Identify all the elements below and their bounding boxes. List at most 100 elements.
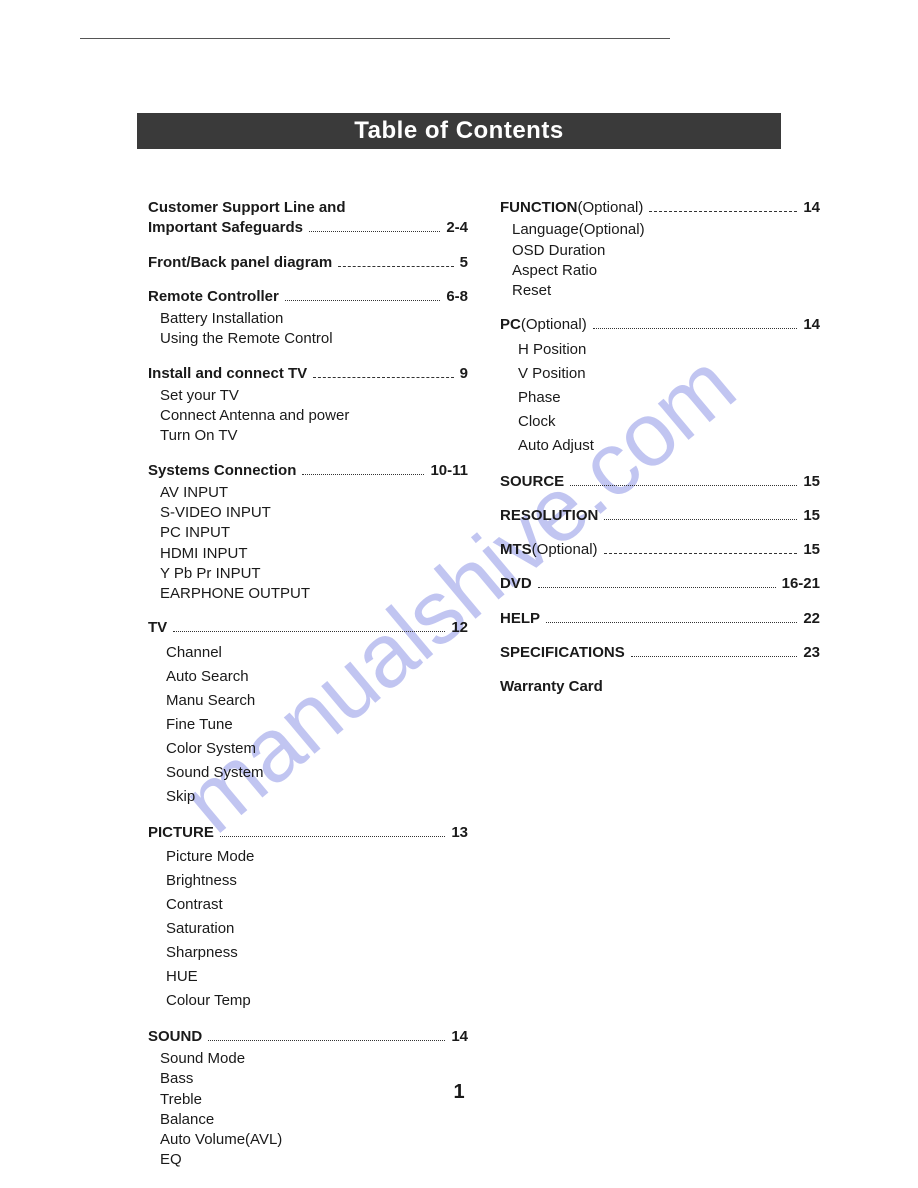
toc-right-column: FUNCTION (Optional) 14Language(Optional)O…: [500, 198, 820, 711]
toc-items: AV INPUTS-VIDEO INPUTPC INPUTHDMI INPUTY…: [148, 483, 468, 605]
toc-section-header: SPECIFICATIONS23: [500, 643, 820, 663]
toc-optional-label: (Optional): [532, 540, 598, 560]
toc-item: Battery Installation: [160, 309, 468, 329]
toc-section: PICTURE 13Picture ModeBrightnessContrastS…: [148, 823, 468, 1013]
toc-section-header: Remote Controller 6-8: [148, 287, 468, 307]
toc-leader: [173, 631, 445, 632]
toc-page: 10-11: [430, 461, 468, 481]
toc-page: 15: [803, 540, 820, 560]
toc-item: Auto Volume(AVL): [160, 1130, 468, 1150]
toc-section: PC (Optional)14H PositionV PositionPhase…: [500, 315, 820, 457]
toc-section-title: PICTURE: [148, 823, 214, 843]
toc-section-header: MTS (Optional) 15: [500, 540, 820, 560]
toc-page: 9: [460, 364, 468, 384]
toc-section-title: Warranty Card: [500, 677, 603, 697]
toc-section: MTS (Optional) 15: [500, 540, 820, 560]
toc-item: Balance: [160, 1110, 468, 1130]
toc-optional-label: (Optional): [578, 198, 644, 218]
toc-section: RESOLUTION15: [500, 506, 820, 526]
toc-leader: [302, 474, 424, 475]
toc-item: PC INPUT: [160, 523, 468, 543]
toc-section: Warranty Card: [500, 677, 820, 697]
toc-section: Install and connect TV 9Set your TVConnec…: [148, 364, 468, 447]
toc-item: Language(Optional): [512, 220, 820, 240]
toc-section-header: PICTURE 13: [148, 823, 468, 843]
toc-item: Contrast: [166, 893, 468, 917]
toc-items: ChannelAuto SearchManu SearchFine TuneCo…: [148, 641, 468, 809]
toc-item: Saturation: [166, 917, 468, 941]
toc-section: Customer Support Line andImportant Safeg…: [148, 198, 468, 239]
toc-item: Brightness: [166, 869, 468, 893]
toc-section: Remote Controller 6-8Battery Installation…: [148, 287, 468, 350]
toc-section-title: Important Safeguards: [148, 218, 303, 238]
toc-section-title: MTS: [500, 540, 532, 560]
toc-item: Clock: [518, 410, 820, 434]
toc-item: S-VIDEO INPUT: [160, 503, 468, 523]
toc-section-title: Install and connect TV: [148, 364, 307, 384]
toc-section-title: HELP: [500, 609, 540, 629]
toc-page: 5: [460, 253, 468, 273]
toc-section: HELP 22: [500, 609, 820, 629]
toc-items: Set your TVConnect Antenna and powerTurn…: [148, 386, 468, 447]
toc-section-title: FUNCTION: [500, 198, 578, 218]
toc-section: Systems Connection 10-11AV INPUTS-VIDEO I…: [148, 461, 468, 605]
toc-item: OSD Duration: [512, 241, 820, 261]
toc-item: Aspect Ratio: [512, 261, 820, 281]
toc-section-title: Customer Support Line and: [148, 198, 468, 218]
toc-item: Y Pb Pr INPUT: [160, 564, 468, 584]
toc-item: EARPHONE OUTPUT: [160, 584, 468, 604]
toc-item: EQ: [160, 1150, 468, 1170]
toc-item: Connect Antenna and power: [160, 406, 468, 426]
toc-page: 23: [803, 643, 820, 663]
toc-leader: [604, 519, 797, 520]
toc-item: Reset: [512, 281, 820, 301]
toc-page: 13: [451, 823, 468, 843]
toc-section-header: PC (Optional)14: [500, 315, 820, 335]
toc-page: 14: [803, 198, 820, 218]
toc-item: Auto Adjust: [518, 434, 820, 458]
toc-item: Manu Search: [166, 689, 468, 713]
toc-page: 14: [451, 1027, 468, 1047]
toc-item: Auto Search: [166, 665, 468, 689]
toc-items: Language(Optional)OSD DurationAspect Rat…: [500, 220, 820, 301]
toc-section-header: TV12: [148, 618, 468, 638]
toc-leader: [538, 587, 776, 588]
toc-page: 22: [803, 609, 820, 629]
toc-section-header: DVD16-21: [500, 574, 820, 594]
toc-section: DVD16-21: [500, 574, 820, 594]
top-rule: [80, 38, 670, 39]
toc-section-header: Front/Back panel diagram5: [148, 253, 468, 273]
toc-item: Using the Remote Control: [160, 329, 468, 349]
toc-section-title: Systems Connection: [148, 461, 296, 481]
toc-leader: [309, 231, 440, 232]
toc-optional-label: (Optional): [521, 315, 587, 335]
toc-page: 15: [803, 472, 820, 492]
toc-item: Turn On TV: [160, 426, 468, 446]
toc-page: 15: [803, 506, 820, 526]
toc-item: Color System: [166, 737, 468, 761]
toc-item: Skip: [166, 785, 468, 809]
toc-items: Picture ModeBrightnessContrastSaturation…: [148, 845, 468, 1013]
toc-page: 6-8: [446, 287, 468, 307]
toc-section-title: TV: [148, 618, 167, 638]
toc-items: Sound ModeBassTrebleBalanceAuto Volume(A…: [148, 1049, 468, 1171]
toc-section-header: SOURCE 15: [500, 472, 820, 492]
toc-leader: [338, 266, 453, 267]
toc-section-title: PC: [500, 315, 521, 335]
toc-item: HUE: [166, 965, 468, 989]
toc-left-column: Customer Support Line andImportant Safeg…: [148, 198, 468, 1185]
toc-items: Battery InstallationUsing the Remote Con…: [148, 309, 468, 350]
toc-leader: [604, 553, 798, 554]
toc-item: Fine Tune: [166, 713, 468, 737]
toc-section-header: FUNCTION (Optional) 14: [500, 198, 820, 218]
toc-section-title: SOURCE: [500, 472, 564, 492]
toc-section-title: SOUND: [148, 1027, 202, 1047]
toc-item: Set your TV: [160, 386, 468, 406]
toc-leader: [649, 211, 797, 212]
toc-item: Colour Temp: [166, 989, 468, 1013]
toc-section-header: Important Safeguards2-4: [148, 218, 468, 238]
page-number: 1: [0, 1081, 918, 1104]
toc-item: Channel: [166, 641, 468, 665]
toc-section-title: Remote Controller: [148, 287, 279, 307]
toc-section: SPECIFICATIONS23: [500, 643, 820, 663]
